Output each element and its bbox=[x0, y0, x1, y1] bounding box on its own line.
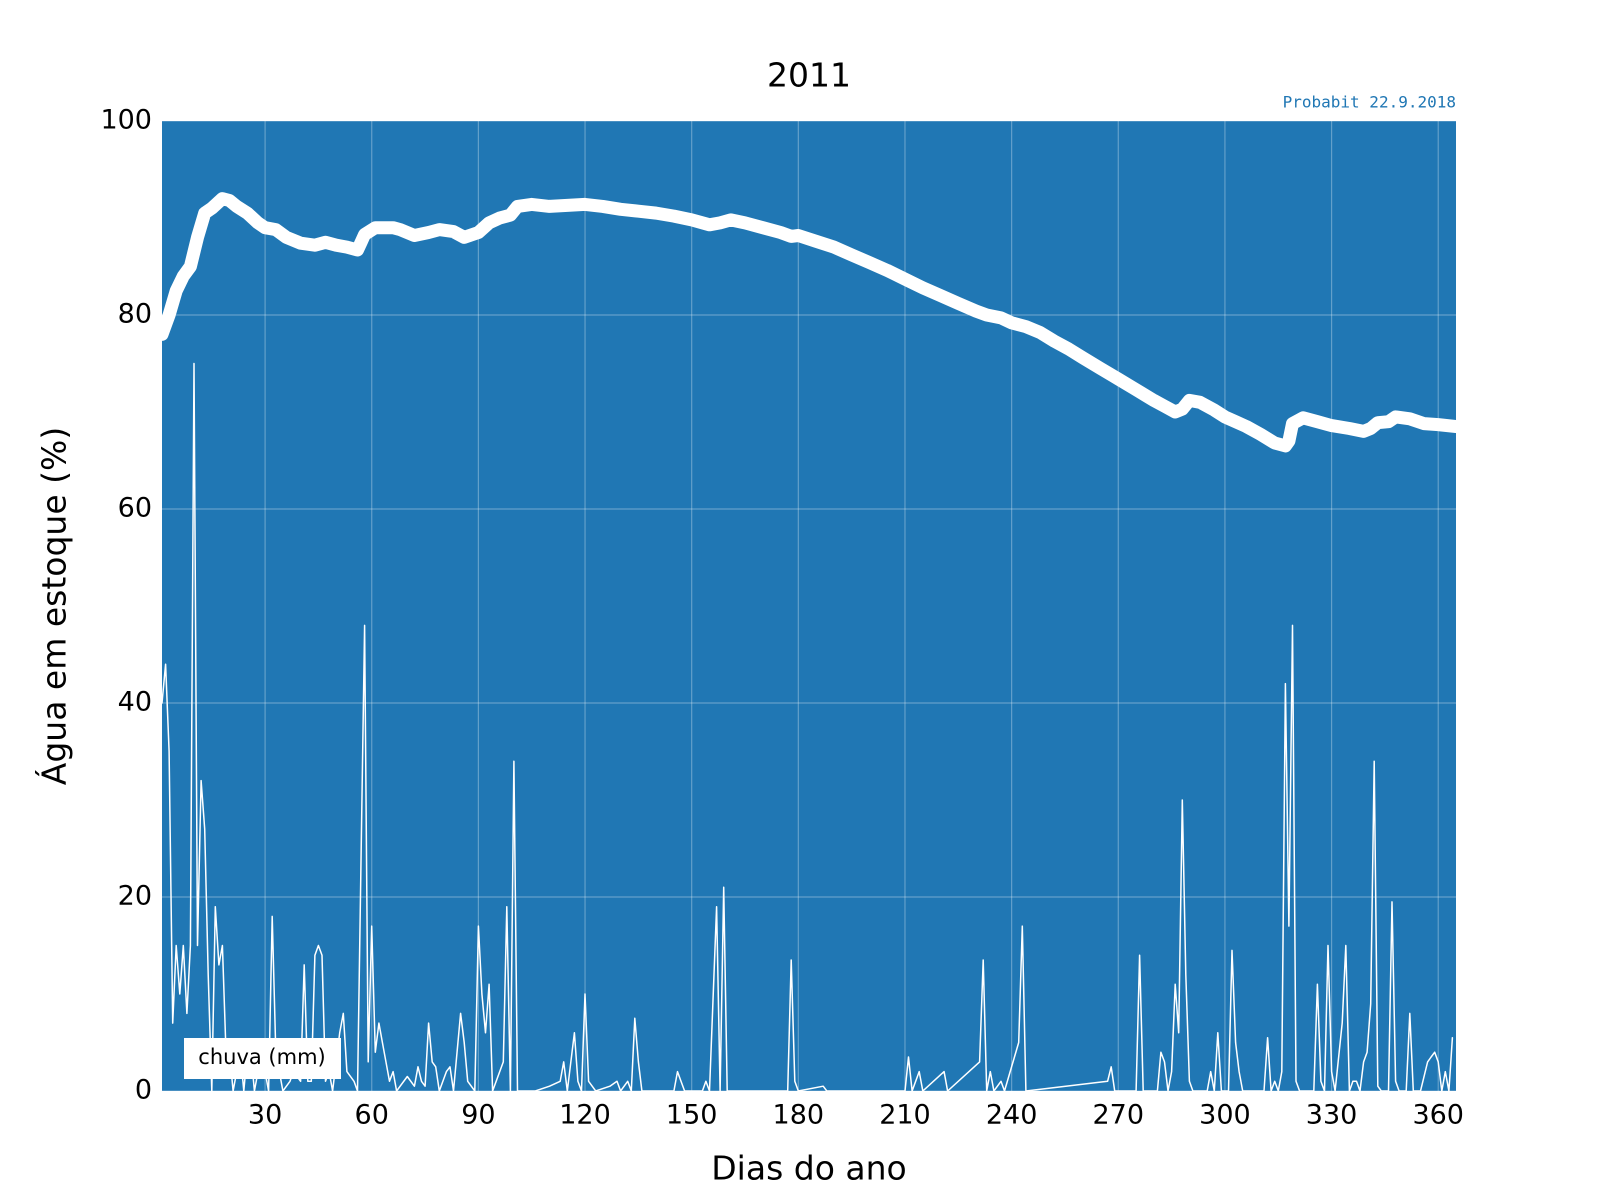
x-tick-label: 360 bbox=[1412, 1100, 1464, 1131]
rain-line bbox=[162, 362, 1454, 1091]
y-tick-label: 40 bbox=[118, 687, 152, 718]
x-tick-label: 240 bbox=[986, 1100, 1038, 1131]
legend-label: chuva (mm) bbox=[198, 1045, 325, 1069]
series-group bbox=[162, 192, 1456, 1091]
x-tick-label: 270 bbox=[1093, 1100, 1145, 1131]
x-axis-label: Dias do ano bbox=[711, 1149, 906, 1188]
chart-title: 2011 bbox=[767, 56, 851, 95]
y-tick-label: 0 bbox=[135, 1075, 152, 1106]
x-tick-label: 300 bbox=[1199, 1100, 1251, 1131]
y-tick-label: 100 bbox=[100, 105, 152, 136]
x-tick-label: 210 bbox=[879, 1100, 931, 1131]
x-tick-label: 60 bbox=[355, 1100, 389, 1131]
annotation: Probabit 22.9.2018 bbox=[1283, 93, 1456, 112]
x-tick-label: 120 bbox=[559, 1100, 611, 1131]
x-tick-label: 30 bbox=[248, 1100, 282, 1131]
x-tick-label: 330 bbox=[1306, 1100, 1358, 1131]
y-tick-label: 60 bbox=[118, 493, 152, 524]
y-axis-label: Água em estoque (%) bbox=[34, 427, 74, 785]
x-tick-label: 150 bbox=[666, 1100, 718, 1131]
stock-line bbox=[162, 192, 1456, 453]
y-tick-label: 20 bbox=[118, 881, 152, 912]
x-tick-label: 180 bbox=[773, 1100, 825, 1131]
x-tick-label: 90 bbox=[461, 1100, 495, 1131]
y-tick-label: 80 bbox=[118, 299, 152, 330]
legend-box bbox=[184, 1038, 341, 1079]
plot-area bbox=[162, 121, 1456, 1091]
